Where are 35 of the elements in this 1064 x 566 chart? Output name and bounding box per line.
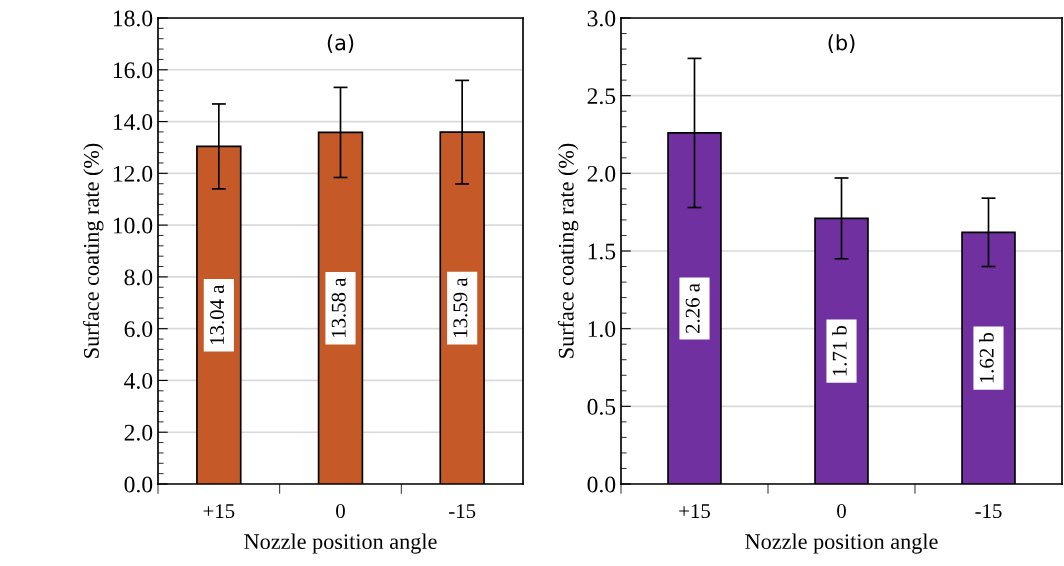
x-tick-label: -15: [449, 504, 476, 519]
x-tick-label: 0: [336, 504, 345, 519]
x-axis-title: Nozzle position angle: [745, 533, 938, 554]
y-tick-label: 18.0: [113, 10, 153, 27]
text: (b): [828, 34, 855, 53]
x-tick-label: +15: [203, 504, 235, 519]
x-tick-label: -15: [975, 504, 1002, 519]
y-tick-label: 8.0: [124, 269, 153, 286]
y-axis-title: Surface coating rate (%): [557, 143, 579, 358]
y-tick-label: 1.0: [588, 321, 616, 338]
y-tick-label: 0.5: [587, 398, 616, 415]
text: (a): [327, 34, 354, 53]
y-axis-title: Surface coating rate (%): [83, 143, 104, 358]
x-tick-label: 0: [837, 504, 846, 519]
data-label: 1.62 b: [979, 332, 994, 383]
x-tick-label: +15: [679, 504, 710, 519]
y-tick-label: 0.0: [124, 476, 153, 493]
y-tick-label: 1.5: [588, 243, 616, 260]
data-label: 2.26 a: [685, 283, 700, 334]
y-tick-label: 10.0: [113, 217, 153, 234]
y-tick-label: 12.0: [113, 165, 153, 182]
y-tick-label: 2.5: [587, 88, 616, 105]
y-tick-label: 2.0: [587, 165, 616, 182]
data-label: 13.59 a: [453, 277, 468, 337]
y-tick-label: 14.0: [113, 114, 153, 131]
y-tick-label: 6.0: [124, 321, 153, 338]
y-tick-label: 3.0: [587, 10, 616, 27]
y-tick-label: 4.0: [124, 372, 153, 389]
x-axis-title: Nozzle position angle: [244, 533, 437, 554]
data-label: 1.71 b: [832, 325, 847, 376]
y-tick-label: 16.0: [113, 62, 153, 79]
y-tick-label: 2.0: [124, 424, 153, 441]
y-tick-label: 0.0: [587, 476, 616, 493]
data-label: 13.04 a: [209, 284, 225, 345]
data-label: 13.58 a: [331, 277, 346, 338]
